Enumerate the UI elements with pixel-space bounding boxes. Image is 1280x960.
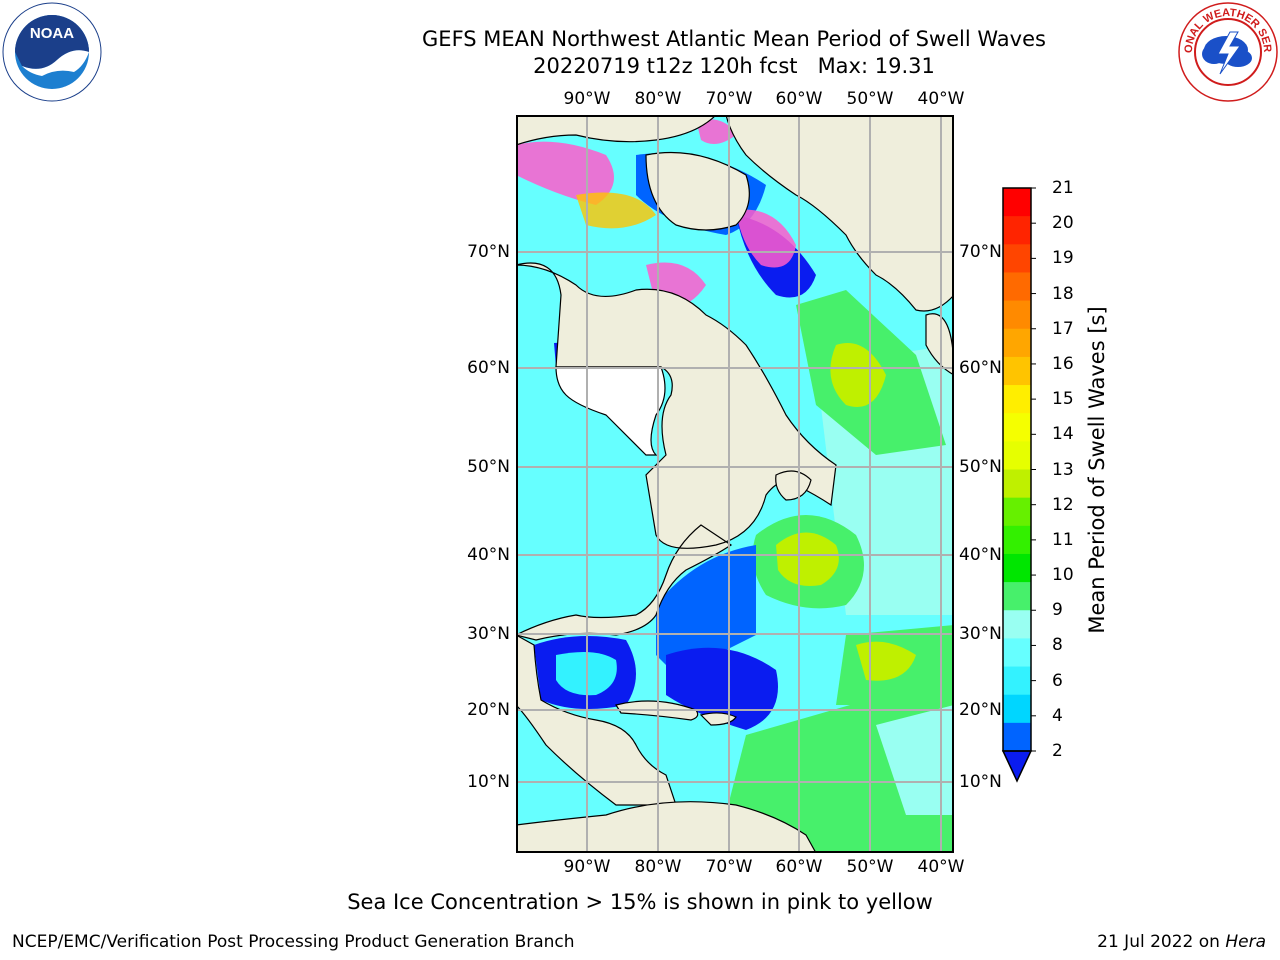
colorbar-tick-label: 11 — [1052, 529, 1074, 550]
land-central-america — [516, 634, 677, 806]
colorbar-segment — [1003, 413, 1031, 442]
graticule — [516, 115, 954, 853]
colorbar-tick-label: 10 — [1052, 565, 1074, 586]
map-frame — [516, 115, 954, 853]
producer-credit: NCEP/EMC/Verification Post Processing Pr… — [12, 932, 575, 952]
title-line-1: GEFS MEAN Northwest Atlantic Mean Period… — [422, 27, 1046, 51]
lat-tick-label: 50°N — [959, 457, 1002, 477]
colorbar-tick-label: 8 — [1052, 635, 1063, 656]
generation-date: 21 Jul 2022 on Hera — [1097, 932, 1266, 952]
colorbar-segment — [1003, 469, 1031, 499]
colorbar-segment — [1003, 497, 1031, 527]
nws-logo: NATIONAL WEATHER SERVICE — [1178, 2, 1278, 102]
lat-tick-label: 10°N — [959, 772, 1002, 792]
landmass — [516, 115, 954, 853]
colorbar-segment — [1003, 722, 1031, 752]
lat-tick-label: 60°N — [959, 358, 1002, 378]
colorbar-tick-label: 12 — [1052, 494, 1074, 515]
lon-tick-label: 60°W — [775, 857, 823, 877]
wave-period-map — [516, 115, 954, 853]
colorbar-tick-label: 4 — [1052, 705, 1063, 726]
lon-tick-label: 50°W — [846, 89, 894, 109]
lat-tick-label: 60°N — [467, 358, 510, 378]
sea-ice-footnote: Sea Ice Concentration > 15% is shown in … — [347, 890, 933, 914]
colorbar-segment — [1003, 328, 1031, 358]
lat-tick-label: 50°N — [467, 457, 510, 477]
colorbar-segment — [1003, 666, 1031, 696]
colorbar-segment — [1003, 244, 1031, 273]
noaa-logo: NOAA — [2, 2, 102, 102]
colorbar-tick-label: 19 — [1052, 248, 1074, 269]
field-us-east-coast — [656, 545, 756, 675]
colorbar-tick-label: 20 — [1052, 213, 1074, 234]
field-light-cyan-east — [876, 705, 954, 815]
land-hispaniola — [699, 712, 737, 726]
colorbar-segment — [1003, 525, 1031, 555]
lon-tick-label: 90°W — [563, 89, 611, 109]
colorbar-tick-label: 9 — [1052, 600, 1063, 621]
chart-title: GEFS MEAN Northwest Atlantic Mean Period… — [234, 26, 1234, 80]
lon-tick-label: 40°W — [917, 89, 965, 109]
lon-tick-label: 70°W — [705, 857, 753, 877]
lon-tick-label: 80°W — [634, 857, 682, 877]
max-value-label: Max: 19.31 — [817, 54, 935, 78]
sea-ice-kane — [696, 119, 736, 144]
land-greenland — [725, 115, 954, 312]
lat-tick-label: 70°N — [467, 242, 510, 262]
colorbar-tick-label: 21 — [1052, 178, 1074, 198]
colorbar-tick-label: 14 — [1052, 424, 1074, 445]
colorbar-segment — [1003, 216, 1031, 245]
field-gulfstream-core — [776, 532, 839, 586]
lon-tick-label: 80°W — [634, 89, 682, 109]
sea-ice-arctic — [516, 141, 614, 205]
forecast-run-label: 20220719 t12z 120h fcst — [533, 54, 798, 78]
colorbar-tick-label: 18 — [1052, 283, 1074, 304]
lat-tick-label: 20°N — [959, 700, 1002, 720]
lat-tick-label: 70°N — [959, 242, 1002, 262]
colorbar-extend-arrow — [1001, 750, 1033, 783]
land-newfoundland — [775, 470, 812, 501]
lon-tick-label: 60°W — [775, 89, 823, 109]
colorbar-segment — [1003, 188, 1031, 217]
colorbar-segment — [1003, 553, 1031, 583]
colorbar-tick-label: 17 — [1052, 318, 1074, 339]
colorbar-segment — [1003, 610, 1031, 639]
lon-tick-label: 40°W — [917, 857, 965, 877]
land-arctic-islands — [516, 115, 717, 146]
lat-tick-label: 10°N — [467, 772, 510, 792]
land-south-america — [516, 801, 817, 853]
lat-tick-label: 20°N — [467, 700, 510, 720]
colorbar-tick-label: 16 — [1052, 353, 1074, 374]
lon-tick-label: 70°W — [705, 89, 753, 109]
colorbar-tick-label: 6 — [1052, 670, 1063, 691]
colorbar-segment — [1003, 300, 1031, 330]
colorbar-tick-label: 15 — [1052, 389, 1074, 410]
lon-tick-label: 90°W — [563, 857, 611, 877]
colorbar-segment — [1003, 582, 1031, 611]
field-tropical-atlantic — [716, 675, 954, 853]
lat-tick-label: 40°N — [467, 545, 510, 565]
colorbar-tick-label: 2 — [1052, 741, 1063, 761]
colorbar-segment — [1003, 638, 1031, 668]
title-line-2: 20220719 t12z 120h fcst Max: 19.31 — [234, 53, 1234, 80]
lat-tick-label: 40°N — [959, 545, 1002, 565]
colorbar-segment — [1003, 356, 1031, 386]
colorbar-segment — [1003, 272, 1031, 302]
colorbar-title: Mean Period of Swell Waves [s] — [1085, 306, 1109, 634]
colorbar-segment — [1003, 385, 1031, 414]
field-labrador-core — [830, 343, 886, 407]
lat-tick-label: 30°N — [467, 624, 510, 644]
noaa-logo-text: NOAA — [30, 25, 74, 42]
colorbar — [1001, 187, 1036, 783]
colorbar-tick-label: 13 — [1052, 459, 1074, 480]
lon-tick-label: 50°W — [846, 857, 894, 877]
land-hudson-interior — [555, 366, 666, 456]
colorbar-segment — [1003, 694, 1031, 724]
lat-tick-label: 30°N — [959, 624, 1002, 644]
sea-ice-channels — [576, 192, 656, 229]
colorbar-segment — [1003, 441, 1031, 470]
generation-date-text: 21 Jul 2022 on — [1097, 932, 1220, 952]
host-name: Hera — [1225, 932, 1266, 952]
